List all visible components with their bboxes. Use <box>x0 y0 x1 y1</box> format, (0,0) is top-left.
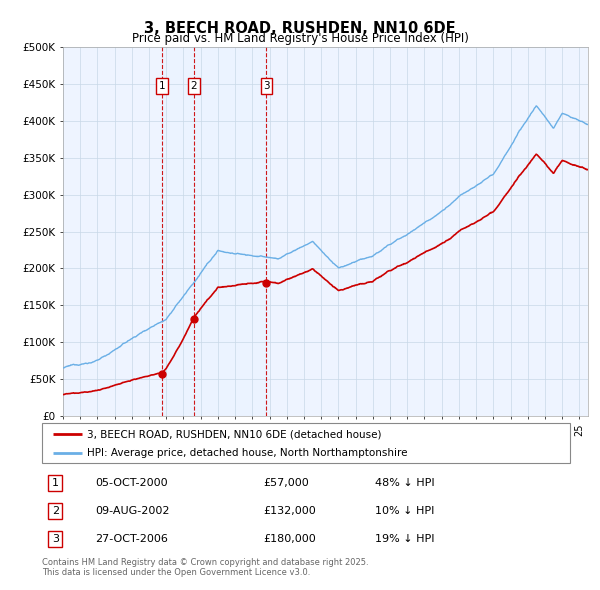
Text: £132,000: £132,000 <box>264 506 317 516</box>
Text: 05-OCT-2000: 05-OCT-2000 <box>95 478 167 488</box>
Text: This data is licensed under the Open Government Licence v3.0.: This data is licensed under the Open Gov… <box>42 568 310 576</box>
Text: Price paid vs. HM Land Registry's House Price Index (HPI): Price paid vs. HM Land Registry's House … <box>131 32 469 45</box>
Text: HPI: Average price, detached house, North Northamptonshire: HPI: Average price, detached house, Nort… <box>87 448 407 458</box>
Text: 10% ↓ HPI: 10% ↓ HPI <box>374 506 434 516</box>
Text: £180,000: £180,000 <box>264 534 317 544</box>
Text: 3: 3 <box>52 534 59 544</box>
Text: 09-AUG-2002: 09-AUG-2002 <box>95 506 169 516</box>
Text: 1: 1 <box>52 478 59 488</box>
Text: 48% ↓ HPI: 48% ↓ HPI <box>374 478 434 488</box>
Text: £57,000: £57,000 <box>264 478 310 488</box>
Text: Contains HM Land Registry data © Crown copyright and database right 2025.: Contains HM Land Registry data © Crown c… <box>42 558 368 566</box>
Text: 1: 1 <box>159 81 166 91</box>
Text: 19% ↓ HPI: 19% ↓ HPI <box>374 534 434 544</box>
Text: 3, BEECH ROAD, RUSHDEN, NN10 6DE (detached house): 3, BEECH ROAD, RUSHDEN, NN10 6DE (detach… <box>87 430 382 440</box>
Text: 27-OCT-2006: 27-OCT-2006 <box>95 534 167 544</box>
Text: 2: 2 <box>191 81 197 91</box>
Text: 3: 3 <box>263 81 270 91</box>
FancyBboxPatch shape <box>42 423 570 463</box>
Bar <box>162 47 266 416</box>
Text: 3, BEECH ROAD, RUSHDEN, NN10 6DE: 3, BEECH ROAD, RUSHDEN, NN10 6DE <box>144 21 456 35</box>
Text: 2: 2 <box>52 506 59 516</box>
